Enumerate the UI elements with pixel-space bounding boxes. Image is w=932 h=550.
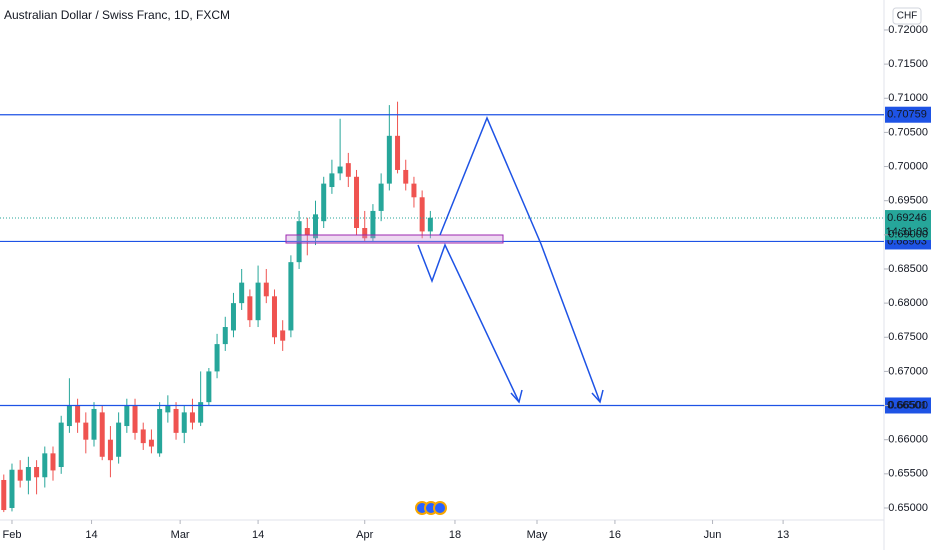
logo bbox=[415, 501, 447, 515]
y-tick-label: 0.66000 bbox=[888, 434, 928, 446]
candle-body bbox=[354, 176, 360, 229]
candle-body bbox=[173, 408, 179, 433]
candle-body bbox=[403, 169, 409, 184]
candle-body bbox=[304, 228, 310, 235]
x-tick-label: 18 bbox=[449, 529, 461, 541]
current-price-box bbox=[885, 210, 931, 241]
candle-body bbox=[157, 408, 163, 454]
candle-body bbox=[1, 479, 7, 511]
y-tick-label: 0.70500 bbox=[888, 126, 928, 138]
candle-body bbox=[91, 408, 97, 440]
projection-path bbox=[439, 116, 601, 403]
candle-body bbox=[206, 371, 212, 403]
candle-body bbox=[75, 405, 81, 423]
candle-body bbox=[25, 467, 31, 481]
arrow-head bbox=[510, 389, 523, 404]
arrow-head bbox=[591, 389, 604, 404]
level-label-box bbox=[885, 106, 931, 123]
y-tick-label: 0.71000 bbox=[888, 92, 928, 104]
candle-body bbox=[230, 303, 236, 331]
candle-body bbox=[427, 217, 433, 232]
candle-body bbox=[280, 330, 286, 341]
candle-body bbox=[165, 405, 171, 413]
candle-body bbox=[255, 282, 261, 321]
candle-body bbox=[132, 405, 138, 433]
candle-body bbox=[66, 405, 72, 427]
candle-body bbox=[239, 282, 245, 304]
candle-body bbox=[222, 327, 228, 345]
candle-body bbox=[124, 405, 130, 427]
x-tick-label: Jun bbox=[704, 529, 722, 541]
y-tick-label: 0.66500 bbox=[888, 399, 928, 411]
candle-body bbox=[345, 163, 351, 177]
x-tick-label: 14 bbox=[85, 529, 97, 541]
y-tick-label: 0.69500 bbox=[888, 195, 928, 207]
y-tick-label: 0.65000 bbox=[888, 502, 928, 514]
y-tick-label: 0.72000 bbox=[888, 24, 928, 36]
level-label: 0.66501 bbox=[887, 399, 927, 411]
y-tick-label: 0.65500 bbox=[888, 468, 928, 480]
candle-body bbox=[370, 210, 376, 239]
y-tick-label: 0.67500 bbox=[888, 331, 928, 343]
candle-body bbox=[140, 429, 146, 444]
countdown-label: 14:31:03 bbox=[886, 226, 929, 238]
candle-body bbox=[362, 228, 368, 239]
currency-label[interactable]: CHF bbox=[897, 11, 918, 22]
y-tick-label: 0.68000 bbox=[888, 297, 928, 309]
candle-body bbox=[337, 166, 343, 174]
candle-body bbox=[50, 453, 56, 471]
candle-body bbox=[17, 469, 23, 481]
candle-body bbox=[288, 262, 294, 331]
candle-body bbox=[313, 214, 319, 239]
candle-body bbox=[9, 469, 15, 508]
candle-body bbox=[198, 402, 204, 423]
candle-body bbox=[181, 412, 187, 433]
candle-body bbox=[263, 282, 269, 297]
candle-body bbox=[116, 422, 122, 457]
candle-body bbox=[321, 183, 327, 222]
candle-body bbox=[271, 296, 277, 338]
y-tick-label: 0.70000 bbox=[888, 160, 928, 172]
candle-body bbox=[99, 412, 105, 457]
level-label-box bbox=[885, 397, 931, 414]
candle-body bbox=[411, 183, 417, 198]
y-tick-label: 0.69000 bbox=[888, 229, 928, 241]
current-price-label: 0.69246 bbox=[887, 212, 927, 224]
candle-body bbox=[395, 135, 401, 170]
x-tick-label: Apr bbox=[356, 529, 373, 541]
x-tick-label: 16 bbox=[609, 529, 621, 541]
candle-body bbox=[42, 453, 48, 478]
candle-body bbox=[148, 439, 154, 447]
candle-body bbox=[58, 422, 64, 468]
candle-body bbox=[34, 467, 40, 478]
candle-body bbox=[189, 412, 195, 423]
y-tick-label: 0.67000 bbox=[888, 365, 928, 377]
chart-title: Australian Dollar / Swiss Franc, 1D, FXC… bbox=[4, 8, 230, 22]
candle-body bbox=[83, 422, 89, 440]
x-tick-label: 14 bbox=[252, 529, 264, 541]
x-tick-label: Feb bbox=[2, 529, 21, 541]
candle-body bbox=[378, 183, 384, 211]
zone-rectangle bbox=[285, 234, 504, 244]
candles bbox=[1, 101, 433, 513]
candle-body bbox=[107, 439, 113, 461]
projection-path bbox=[417, 243, 520, 403]
candle-body bbox=[329, 173, 335, 188]
y-tick-label: 0.68500 bbox=[888, 263, 928, 275]
candle-body bbox=[214, 344, 220, 372]
x-tick-label: 13 bbox=[777, 529, 789, 541]
currency-button[interactable] bbox=[892, 7, 922, 25]
candle-body bbox=[247, 296, 253, 321]
y-tick-label: 0.71500 bbox=[888, 58, 928, 70]
candle-body bbox=[419, 197, 425, 232]
x-tick-label: May bbox=[527, 529, 548, 541]
x-tick-label: Mar bbox=[171, 529, 190, 541]
candle-body bbox=[386, 135, 392, 184]
level-label: 0.70759 bbox=[887, 109, 927, 121]
